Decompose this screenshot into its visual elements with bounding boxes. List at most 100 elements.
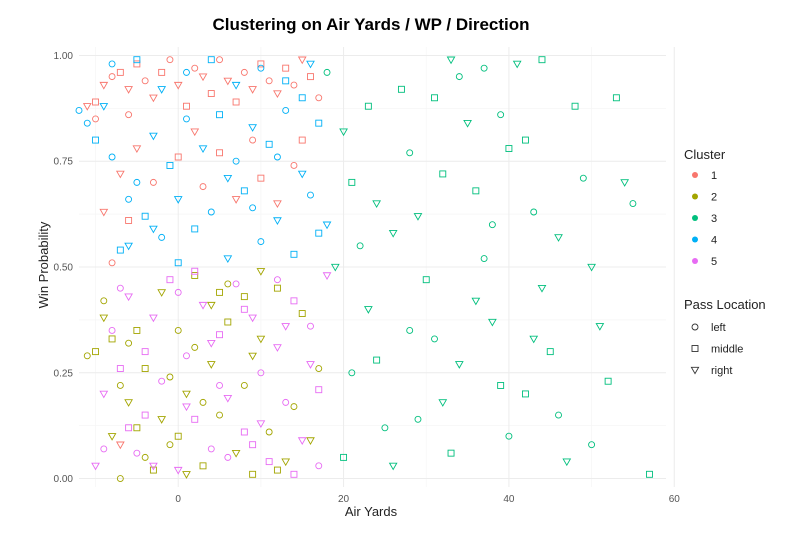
data-points [75,56,653,482]
point-cluster-1-square [183,102,190,110]
point-cluster-5-square [290,297,298,305]
point-cluster-3-square [546,348,554,356]
point-cluster-5-triangle [198,301,208,310]
point-cluster-5-circle [224,453,232,461]
point-cluster-1-triangle [149,94,158,103]
x-tick-label: 60 [669,494,681,505]
point-cluster-5-circle [207,445,215,453]
point-cluster-2-triangle [281,458,291,467]
cluster-legend-label: 4 [711,235,717,247]
cluster-legend-label: 2 [711,192,717,204]
point-cluster-3-triangle [463,120,472,128]
point-cluster-1-triangle [297,56,307,65]
point-cluster-3-circle [406,327,414,334]
point-cluster-3-square [472,187,480,195]
point-cluster-3-triangle [512,60,522,69]
point-cluster-5-circle [108,327,116,334]
point-cluster-2-circle [166,373,174,381]
point-cluster-2-circle [216,411,223,419]
point-cluster-4-square [315,229,323,237]
point-cluster-2-triangle [248,352,257,361]
point-cluster-2-circle [199,398,207,406]
point-cluster-4-triangle [149,132,158,141]
point-cluster-4-circle [108,60,116,68]
point-cluster-2-circle [100,297,108,305]
point-cluster-2-square [133,424,141,432]
point-cluster-1-triangle [115,170,125,179]
point-cluster-3-square [571,102,579,110]
point-cluster-5-triangle [248,314,257,323]
point-cluster-1-triangle [124,86,133,94]
point-cluster-2-circle [290,403,298,411]
point-cluster-4-circle [282,107,290,114]
grid-lines [79,47,675,487]
point-cluster-1-square [298,136,306,144]
point-cluster-3-triangle [471,297,481,306]
point-cluster-3-square [505,145,513,152]
point-cluster-5-triangle [281,323,291,331]
point-cluster-1-square [174,153,182,161]
x-axis-title: Air Yards [345,504,398,519]
triangle-down-icon [690,366,700,375]
point-cluster-2-triangle [182,471,191,479]
point-cluster-2-triangle [206,361,216,369]
point-cluster-3-square [604,377,612,385]
point-cluster-2-triangle [182,390,191,399]
point-cluster-1-triangle [190,128,200,137]
point-cluster-3-square [397,85,405,93]
point-cluster-5-square [290,470,298,478]
point-cluster-5-square [216,331,223,339]
point-cluster-1-triangle [231,196,241,204]
point-cluster-5-square [125,424,133,432]
circle-icon [691,323,699,331]
point-cluster-5-square [315,386,323,394]
point-cluster-3-triangle [446,56,456,65]
point-cluster-5-triangle [273,344,282,352]
point-cluster-1-square [207,90,215,97]
point-cluster-4-circle [108,153,116,161]
point-cluster-3-square [348,178,356,186]
point-cluster-4-triangle [157,86,167,94]
point-cluster-3-triangle [620,179,630,187]
point-cluster-3-circle [455,73,463,81]
cluster-legend-label: 5 [711,256,717,268]
point-cluster-3-square [612,94,620,102]
point-cluster-4-square [174,259,182,267]
point-cluster-3-square [364,102,372,110]
point-cluster-4-circle [249,204,257,212]
point-cluster-4-circle [257,64,265,72]
point-cluster-2-circle [166,441,174,449]
point-cluster-5-square [141,411,149,419]
point-cluster-2-triangle [107,433,117,441]
point-cluster-4-circle [158,233,166,241]
point-cluster-4-triangle [223,255,233,264]
point-cluster-3-circle [431,335,438,343]
point-cluster-2-circle [174,327,182,334]
cluster-swatch-4 [692,236,698,243]
point-cluster-3-triangle [537,285,547,293]
point-cluster-5-circle [183,352,190,360]
y-tick-label: 0.75 [54,157,74,168]
point-cluster-3-triangle [372,200,382,209]
point-cluster-2-circle [116,475,124,482]
point-cluster-3-square [646,470,653,478]
point-cluster-2-square [249,470,257,478]
point-cluster-4-circle [125,195,133,203]
point-cluster-3-circle [530,208,538,216]
point-cluster-2-triangle [124,399,133,407]
chart-title: Clustering on Air Yards / WP / Direction [212,15,529,34]
point-cluster-3-square [522,390,529,398]
point-cluster-5-circle [174,288,182,296]
point-cluster-1-square [92,98,99,106]
point-cluster-2-square [149,466,157,474]
point-cluster-1-square [116,68,124,76]
point-cluster-2-circle [125,339,133,347]
point-cluster-2-square [141,365,149,372]
point-cluster-3-triangle [562,458,572,467]
point-cluster-5-circle [273,276,281,284]
point-cluster-1-circle [290,162,298,169]
point-cluster-5-triangle [91,462,100,471]
point-cluster-4-triangle [273,217,282,225]
y-tick-label: 1.00 [54,51,74,62]
point-cluster-2-square [298,310,306,317]
